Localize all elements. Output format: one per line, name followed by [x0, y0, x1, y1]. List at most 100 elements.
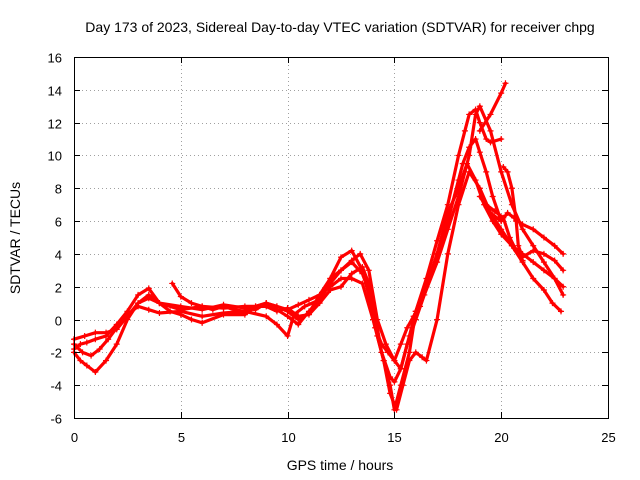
data-point [92, 329, 99, 336]
data-point [423, 283, 430, 290]
data-point [387, 390, 394, 397]
data-point [560, 283, 567, 290]
data-point [305, 308, 312, 315]
data-point [365, 267, 372, 274]
data-point [455, 201, 462, 208]
data-point [263, 300, 270, 307]
data-point [397, 341, 404, 348]
data-point [357, 250, 364, 257]
data-point [145, 291, 152, 298]
data-point [513, 247, 520, 254]
y-axis-label: SDTVAR / TECUs [7, 182, 23, 294]
data-point [500, 214, 507, 221]
x-axis-ticks: 0 5 10 15 20 25 [71, 57, 616, 445]
data-point [273, 303, 280, 310]
data-point [417, 303, 424, 310]
data-point [291, 311, 298, 318]
data-point [359, 280, 366, 287]
data-point [540, 287, 547, 294]
data-point [284, 313, 291, 320]
data-point [338, 267, 344, 274]
data-point [92, 336, 99, 343]
data-point [519, 221, 526, 228]
x-tick-label: 25 [601, 430, 615, 445]
data-point [466, 152, 473, 159]
data-point [169, 280, 176, 287]
data-point [348, 275, 355, 282]
data-point [540, 267, 547, 274]
series-track-8 [500, 163, 567, 274]
data-point [472, 111, 479, 118]
data-point [393, 406, 400, 413]
data-point [444, 250, 451, 257]
data-point [359, 267, 366, 274]
data-point [96, 346, 103, 353]
data-point [483, 201, 490, 208]
y-tick-label: 2 [55, 281, 62, 296]
data-point [500, 163, 507, 170]
data-point [188, 316, 195, 323]
data-point [487, 127, 494, 134]
x-tick-label: 20 [494, 430, 508, 445]
data-point [412, 316, 419, 323]
series-track-5 [169, 168, 567, 413]
data-point [338, 254, 344, 261]
data-point [145, 306, 152, 313]
data-point [252, 303, 259, 310]
data-point [540, 250, 547, 257]
data-point [476, 103, 483, 110]
data-point [199, 303, 206, 310]
data-point [434, 250, 441, 257]
data-point [113, 341, 120, 348]
data-point [397, 365, 404, 372]
data-point [284, 332, 291, 339]
data-point [498, 136, 505, 143]
data-point [199, 313, 206, 320]
series-track-4 [71, 160, 565, 376]
x-tick-label: 15 [387, 430, 401, 445]
data-point [466, 168, 473, 175]
y-tick-label: 8 [55, 182, 62, 197]
data-point [83, 339, 90, 346]
data-point [551, 275, 558, 282]
data-point [231, 306, 238, 313]
data-point [466, 111, 473, 118]
data-point [305, 296, 312, 303]
data-point [551, 257, 558, 264]
series-track-6 [476, 80, 509, 134]
data-point [504, 209, 511, 216]
data-point [540, 259, 547, 266]
y-tick-label: 0 [55, 314, 62, 329]
data-point [177, 311, 184, 318]
data-point [263, 313, 270, 320]
data-point [338, 283, 344, 290]
data-point [476, 185, 483, 192]
data-point [455, 185, 462, 192]
data-point [135, 291, 142, 298]
data-point [558, 308, 565, 315]
data-point [273, 321, 280, 328]
series-line [72, 104, 565, 371]
series-track-7 [476, 193, 567, 257]
data-point [199, 319, 206, 326]
y-tick-label: -6 [50, 412, 62, 427]
data-point [220, 311, 227, 318]
data-point [327, 283, 334, 290]
data-point [338, 275, 344, 282]
data-point [476, 193, 483, 200]
data-point [384, 349, 391, 356]
data-point [188, 300, 195, 307]
data-point [483, 136, 490, 143]
data-point [434, 316, 441, 323]
data-point [177, 293, 184, 300]
data-point [348, 247, 355, 254]
y-tick-label: 4 [55, 248, 62, 263]
series-line [478, 194, 565, 256]
data-point [506, 234, 513, 241]
data-point [284, 306, 291, 313]
data-point [135, 300, 142, 307]
data-point [498, 226, 505, 233]
data-point [560, 291, 567, 298]
data-point [327, 275, 334, 282]
